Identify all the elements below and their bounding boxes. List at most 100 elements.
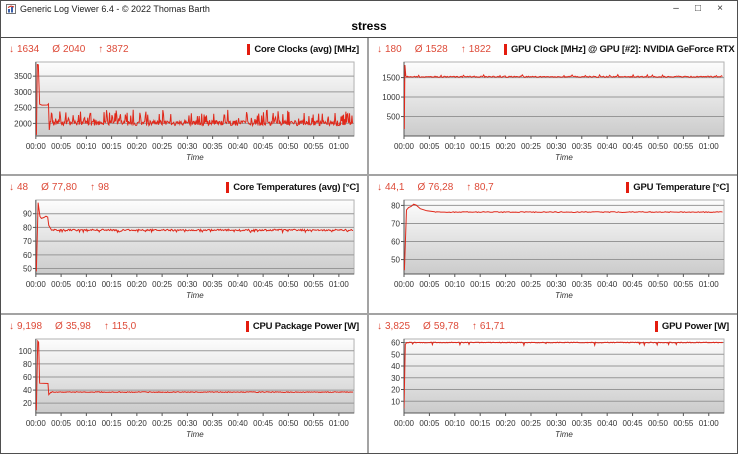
svg-text:Time: Time: [186, 153, 204, 162]
svg-text:00:30: 00:30: [546, 280, 567, 289]
stat-avg-value: 1528: [425, 44, 448, 55]
svg-text:01:00: 01:00: [699, 419, 720, 428]
average-icon: Ø: [52, 44, 61, 55]
svg-text:60: 60: [391, 338, 400, 347]
stat-avg-group: Ø 59,78: [423, 321, 459, 332]
svg-text:00:30: 00:30: [177, 280, 197, 289]
stat-max-value: 115,0: [111, 320, 137, 332]
svg-text:10: 10: [391, 397, 400, 406]
stat-min-group: ↓ 1634: [9, 44, 39, 55]
svg-text:500: 500: [387, 113, 401, 122]
svg-text:00:45: 00:45: [623, 419, 644, 428]
chart-title-wrap: GPU Temperature [°C]: [626, 182, 729, 194]
svg-text:00:10: 00:10: [76, 280, 96, 289]
average-icon: Ø: [414, 44, 423, 55]
stat-max-group: ↑ 61,71: [472, 321, 505, 332]
average-icon: Ø: [41, 182, 49, 194]
svg-text:00:05: 00:05: [51, 419, 71, 428]
svg-text:40: 40: [391, 362, 400, 371]
svg-text:00:55: 00:55: [673, 280, 694, 289]
svg-text:00:15: 00:15: [102, 419, 122, 428]
stat-min-value: 3,825: [385, 320, 411, 332]
svg-text:00:45: 00:45: [253, 142, 273, 151]
svg-text:00:30: 00:30: [177, 142, 197, 151]
svg-text:40: 40: [23, 386, 32, 395]
svg-text:00:55: 00:55: [673, 142, 694, 151]
close-button[interactable]: ×: [717, 3, 723, 14]
svg-text:00:25: 00:25: [521, 419, 542, 428]
svg-text:00:00: 00:00: [26, 419, 46, 428]
charts-grid: ↓ 1634 Ø 2040 ↑ 3872 Core Clocks (avg) [MHz…: [1, 37, 737, 453]
svg-text:01:00: 01:00: [329, 419, 349, 428]
svg-text:1500: 1500: [382, 74, 400, 83]
svg-text:00:00: 00:00: [26, 280, 46, 289]
stat-min-value: 9,198: [17, 320, 43, 332]
chart-header: ↓ 180 Ø 1528 ↑ 1822 GPU Clock [MHz] @ GPU […: [377, 41, 737, 58]
svg-text:00:05: 00:05: [419, 419, 440, 428]
stat-avg-group: Ø 77,80: [41, 182, 77, 193]
chart-panel: ↓ 1634 Ø 2040 ↑ 3872 Core Clocks (avg) [MHz…: [1, 38, 369, 177]
svg-text:3500: 3500: [14, 72, 32, 81]
chart-title-wrap: Core Clocks (avg) [MHz]: [247, 44, 359, 55]
stat-max-value: 80,7: [474, 182, 494, 194]
stat-min-group: ↓ 48: [9, 182, 28, 193]
chart-stats: ↓ 48 Ø 77,80 ↑ 98: [9, 182, 122, 193]
svg-text:00:05: 00:05: [51, 142, 71, 151]
chart-header: ↓ 48 Ø 77,80 ↑ 98 Core Temperatures (avg) […: [9, 179, 359, 196]
legend-color-bar-icon: [247, 44, 251, 55]
svg-text:00:25: 00:25: [521, 280, 542, 289]
stat-min-value: 180: [385, 44, 402, 55]
svg-text:00:00: 00:00: [26, 142, 46, 151]
stat-max-value: 98: [97, 182, 110, 194]
svg-text:60: 60: [391, 238, 400, 247]
svg-text:00:15: 00:15: [102, 280, 122, 289]
svg-text:00:20: 00:20: [496, 280, 517, 289]
svg-text:00:50: 00:50: [648, 419, 669, 428]
chart-title-wrap: Core Temperatures (avg) [°C]: [226, 182, 359, 194]
chart-panel: ↓ 9,198 Ø 35,98 ↑ 115,0 CPU Package Power […: [1, 314, 369, 453]
svg-text:50: 50: [391, 256, 400, 265]
svg-text:80: 80: [23, 224, 32, 233]
line-chart: 50 60 70 80 90 00:00 00:05 00:10 00:15 00:20 00:25…: [23, 199, 355, 300]
chart-panel: ↓ 44,1 Ø 76,28 ↑ 80,7 GPU Temperature [°C] …: [369, 176, 737, 315]
min-arrow-icon: ↓: [9, 44, 14, 55]
svg-text:00:15: 00:15: [470, 142, 491, 151]
stat-avg-value: 35,98: [65, 320, 91, 332]
svg-text:00:45: 00:45: [253, 280, 273, 289]
svg-text:2000: 2000: [14, 119, 32, 128]
svg-text:00:35: 00:35: [572, 419, 593, 428]
max-arrow-icon: ↑: [466, 182, 472, 194]
app-icon: [6, 4, 16, 14]
svg-text:00:50: 00:50: [278, 280, 298, 289]
chart-stats: ↓ 1634 Ø 2040 ↑ 3872: [9, 44, 142, 55]
line-chart: 50 60 70 80 00:00 00:05 00:10 00:15 00:20 00:25 00…: [391, 199, 725, 300]
line-chart: 500 1000 1500 00:00 00:05 00:10 00:15 00:20 00:2…: [382, 61, 725, 162]
svg-text:00:20: 00:20: [127, 142, 147, 151]
stat-avg-group: Ø 1528: [415, 44, 448, 55]
svg-text:00:55: 00:55: [673, 419, 694, 428]
page-title: stress: [351, 19, 387, 33]
window-title: Generic Log Viewer 6.4 - © 2022 Thomas B…: [20, 4, 210, 14]
svg-text:00:35: 00:35: [572, 142, 593, 151]
svg-text:70: 70: [391, 220, 400, 229]
svg-text:00:30: 00:30: [546, 419, 567, 428]
svg-text:60: 60: [23, 251, 32, 260]
stat-avg-group: Ø 76,28: [417, 182, 453, 193]
minimize-button[interactable]: –: [673, 3, 679, 14]
svg-text:00:45: 00:45: [623, 280, 644, 289]
svg-text:90: 90: [23, 210, 32, 219]
chart-panel: ↓ 3,825 Ø 59,78 ↑ 61,71 GPU Power [W] 10 20 3…: [369, 314, 737, 453]
svg-text:01:00: 01:00: [329, 280, 349, 289]
svg-text:20: 20: [391, 385, 400, 394]
chart-header: ↓ 44,1 Ø 76,28 ↑ 80,7 GPU Temperature [°C]: [377, 179, 729, 196]
chart-stats: ↓ 9,198 Ø 35,98 ↑ 115,0: [9, 321, 149, 332]
stat-max-group: ↑ 80,7: [466, 182, 493, 193]
stat-max-group: ↑ 3872: [98, 44, 128, 55]
max-arrow-icon: ↑: [471, 320, 477, 332]
stat-min-value: 48: [17, 182, 29, 194]
chart-panel: ↓ 48 Ø 77,80 ↑ 98 Core Temperatures (avg) […: [1, 176, 369, 315]
maximize-button[interactable]: □: [694, 3, 702, 14]
chart-title-wrap: CPU Package Power [W]: [245, 320, 359, 332]
svg-text:01:00: 01:00: [699, 142, 720, 151]
